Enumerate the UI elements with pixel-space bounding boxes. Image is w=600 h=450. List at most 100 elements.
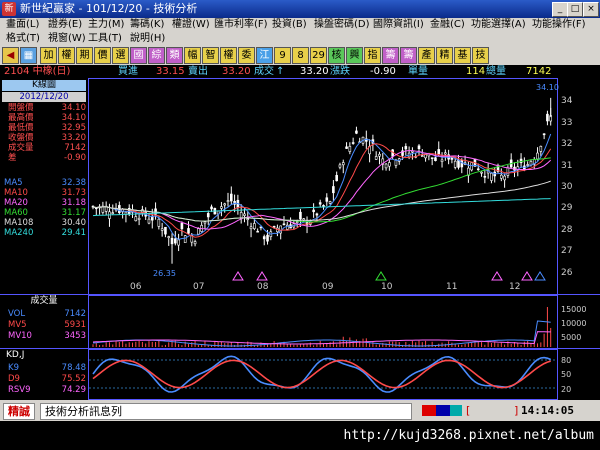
candle-body <box>345 146 348 149</box>
sell-price: 33.20 <box>222 66 251 77</box>
toolbar-btn-12[interactable]: 江 <box>256 47 273 64</box>
signal-triangle-icon <box>232 271 244 281</box>
candle-body <box>180 222 184 230</box>
candle-body <box>374 156 378 160</box>
candle-body <box>457 159 460 168</box>
menu-main-force[interactable]: 主力(M) <box>88 19 125 30</box>
candle-body <box>220 206 223 209</box>
toolbar-btn-8[interactable]: 幅 <box>184 47 201 64</box>
menu-function-select[interactable]: 功能選擇(A) <box>471 19 526 30</box>
sell-label: 賣出 <box>188 66 208 77</box>
candle-body <box>266 234 269 242</box>
toolbar-btn-9[interactable]: 智 <box>202 47 219 64</box>
toolbar-btn-5[interactable]: 國 <box>130 47 147 64</box>
menu-tools[interactable]: 工具(T) <box>88 33 122 44</box>
toolbar-btn-0[interactable]: 加 <box>40 47 57 64</box>
buy-price: 33.15 <box>156 66 185 77</box>
candle-body <box>101 205 105 213</box>
candle-body <box>246 218 250 221</box>
candle-body <box>285 224 289 230</box>
menu-international[interactable]: 國際資訊(I) <box>373 19 424 30</box>
toolbar-btn-21[interactable]: 產 <box>418 47 435 64</box>
toolbar-btn-19[interactable]: 籌 <box>382 47 399 64</box>
toolbar-btn-6[interactable]: 綜 <box>148 47 165 64</box>
toolbar-btn-22[interactable]: 精 <box>436 47 453 64</box>
maximize-button[interactable]: □ <box>567 2 583 17</box>
toolbar-btn-14[interactable]: 8 <box>292 47 309 64</box>
last-label: 成交 <box>254 66 274 77</box>
toolbar-btn-4[interactable]: 選 <box>112 47 129 64</box>
status-bar: 精誠 技術分析訊息列 [ ] 14:14:05 <box>0 400 600 421</box>
menu-warrants[interactable]: 權證(W) <box>172 19 210 30</box>
candle-body <box>546 113 549 122</box>
toolbar-btn-3[interactable]: 價 <box>94 47 111 64</box>
signal-markers <box>232 271 546 281</box>
candle-body <box>434 157 437 161</box>
technical-chart[interactable]: 34 33 32 31 30 29 28 27 26 06 07 08 09 1… <box>0 78 600 400</box>
toolbar-btn-20[interactable]: 籌 <box>400 47 417 64</box>
toolbar-btn-24[interactable]: 技 <box>472 47 489 64</box>
toolbar-btn-2[interactable]: 期 <box>76 47 93 64</box>
candle-body <box>315 213 319 216</box>
toolbar-btn-18[interactable]: 指 <box>364 47 381 64</box>
toolbar-grid-icon[interactable]: ▦ <box>20 47 37 64</box>
candle-body <box>500 174 503 179</box>
high-price-row: 最高價 34.10 <box>8 113 86 123</box>
toolbar-btn-10[interactable]: 權 <box>220 47 237 64</box>
minimize-button[interactable]: _ <box>552 2 568 17</box>
menu-help[interactable]: 說明(H) <box>130 33 166 44</box>
menu-securities[interactable]: 證券(E) <box>48 19 83 30</box>
close-button[interactable]: × <box>583 2 599 17</box>
menu-function-operate[interactable]: 功能操作(F) <box>532 19 586 30</box>
toolbar-back-icon[interactable]: ◀ <box>2 47 19 64</box>
candle-body <box>440 159 444 162</box>
candle-body <box>262 236 266 240</box>
candle-body <box>355 130 358 134</box>
kchart-header: K線圖 <box>2 80 86 91</box>
up-arrow-icon: ↑ <box>276 66 285 77</box>
toolbar-btn-16[interactable]: 核 <box>328 47 345 64</box>
month-tick: 09 <box>322 282 334 292</box>
toolbar-btn-7[interactable]: 類 <box>166 47 183 64</box>
toolbar-btn-17[interactable]: 興 <box>346 47 363 64</box>
kd-series <box>92 355 551 393</box>
menu-forex[interactable]: 匯市利率(F) <box>214 19 268 30</box>
status-message: 技術分析訊息列 <box>40 403 412 420</box>
candle-body <box>223 203 227 206</box>
menu-chips[interactable]: 籌碼(K) <box>130 19 165 30</box>
toolbar-btn-23[interactable]: 基 <box>454 47 471 64</box>
volume-tick: 10000 <box>561 319 586 328</box>
candle-body <box>417 145 421 150</box>
candlestick-series <box>91 97 553 264</box>
signal-triangle-icon <box>534 271 546 281</box>
candle-body <box>230 193 233 202</box>
watermark-bar: http://kujd3268.pixnet.net/album <box>0 421 600 450</box>
candle-body <box>299 211 302 220</box>
menu-finance[interactable]: 金融(C) <box>430 19 465 30</box>
candle-body <box>332 186 335 194</box>
ma240-row: MA240 29.41 <box>4 228 86 238</box>
toolbar-btn-11[interactable]: 委 <box>238 47 255 64</box>
candle-body <box>157 218 161 227</box>
menu-invest[interactable]: 投資(B) <box>272 19 307 30</box>
signal-triangle-icon <box>491 271 503 281</box>
candle-body <box>193 241 197 245</box>
ma10-line <box>92 143 552 238</box>
candle-body <box>542 133 546 136</box>
menu-trading-code[interactable]: 操盤密碼(D) <box>314 19 370 30</box>
volume-info-panel: 成交量 VOL 7142 MV5 5931 MV10 3453 <box>0 295 88 349</box>
candle-body <box>503 175 506 181</box>
clock-time: 14:14:05 <box>521 404 574 417</box>
toolbar-btn-1[interactable]: 權 <box>58 47 75 64</box>
candle-body <box>253 223 256 229</box>
volume-row: 成交量 7142 <box>8 143 86 153</box>
toolbar-btn-15[interactable]: 29 <box>310 47 327 64</box>
candle-body <box>404 146 408 150</box>
menu-window[interactable]: 視窗(W) <box>48 33 86 44</box>
menu-format[interactable]: 格式(T) <box>6 33 40 44</box>
quote-bar: 2104 中橡(日) 買進 33.15 賣出 33.20 成交 ↑ 33.20 … <box>0 65 600 78</box>
toolbar-btn-13[interactable]: 9 <box>274 47 291 64</box>
mv10-line <box>92 331 551 345</box>
menu-screen[interactable]: 畫面(L) <box>6 19 40 30</box>
candle-body <box>526 164 529 166</box>
